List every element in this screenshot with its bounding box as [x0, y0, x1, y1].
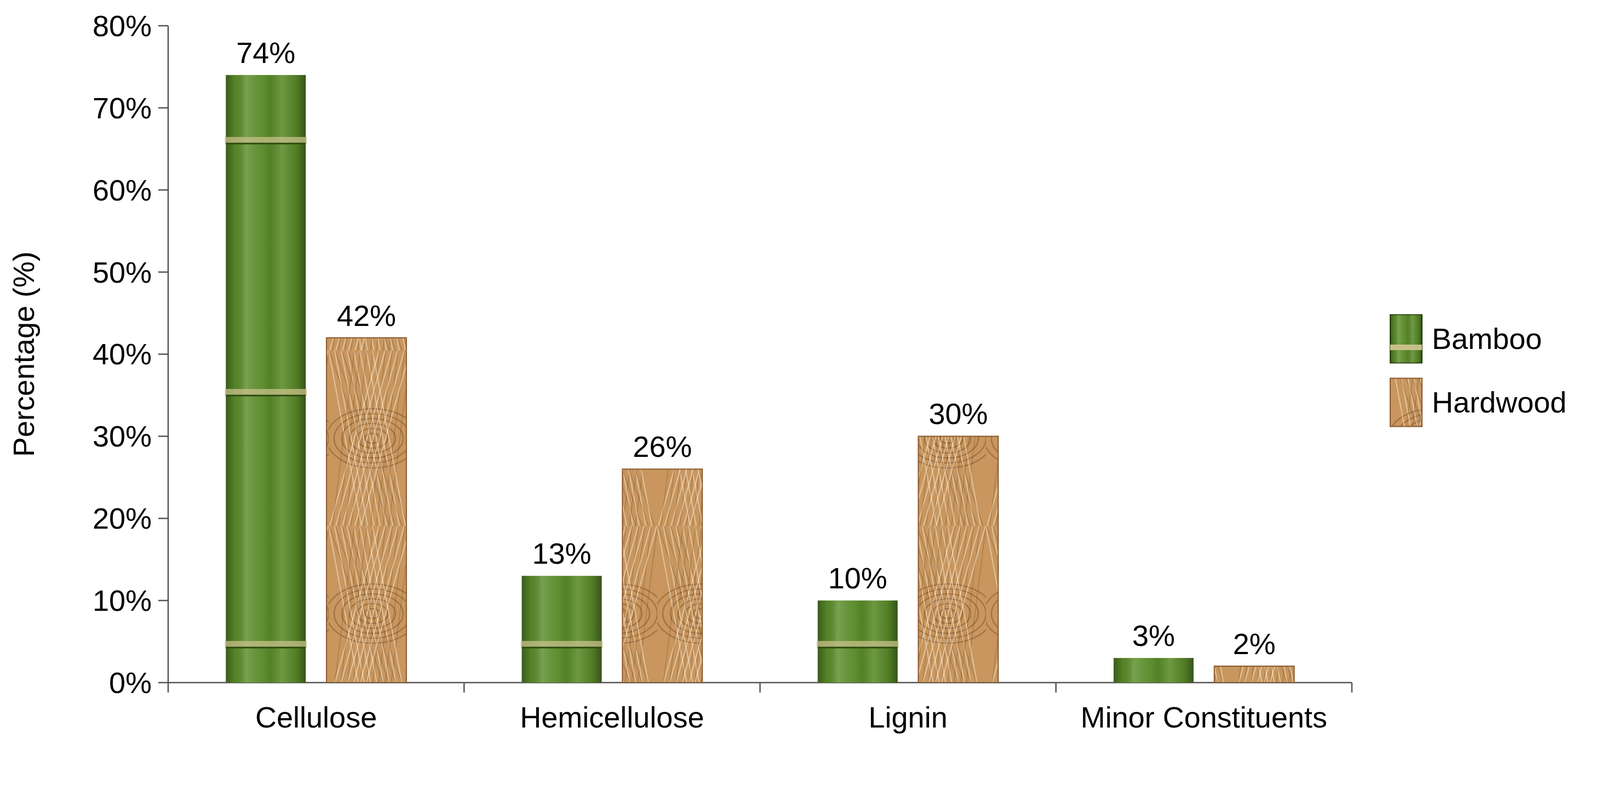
y-tick	[158, 189, 169, 192]
y-tick-label: 50%	[92, 255, 152, 289]
bar	[622, 468, 703, 683]
data-label: 42%	[336, 299, 397, 332]
data-label: 2%	[1233, 627, 1276, 661]
data-label: 13%	[531, 536, 592, 570]
bar	[326, 337, 407, 683]
x-tick	[463, 682, 466, 693]
y-tick	[158, 517, 169, 520]
bar-shade	[225, 75, 306, 683]
y-tick	[158, 435, 169, 438]
legend-swatch	[1390, 378, 1422, 427]
legend-node	[1390, 344, 1422, 351]
y-axis-title: Percentage (%)	[7, 251, 40, 457]
data-label: 74%	[236, 36, 296, 70]
y-tick-label: 0%	[109, 666, 152, 699]
x-tick-label: Lignin	[868, 700, 948, 734]
bamboo-node-line	[225, 394, 306, 397]
bar	[225, 75, 306, 683]
y-tick-label: 40%	[92, 337, 152, 371]
y-tick	[158, 681, 169, 684]
y-tick	[158, 271, 169, 273]
bar	[1214, 666, 1295, 683]
bamboo-node	[224, 388, 307, 396]
y-tick-label: 20%	[92, 501, 152, 535]
y-tick	[158, 353, 169, 355]
y-tick-label: 30%	[92, 419, 152, 453]
bamboo-node	[816, 640, 899, 648]
legend-shade	[1390, 314, 1422, 364]
bamboo-node-line	[225, 142, 306, 145]
bar-shade	[1113, 657, 1194, 683]
x-tick	[167, 682, 170, 693]
y-tick-label: 60%	[92, 173, 152, 207]
bamboo-node-line	[225, 646, 306, 649]
y-tick-label: 70%	[92, 91, 152, 125]
data-labels: 74% 13% 10% 3% 42% 26% 30% 2%	[236, 36, 1276, 661]
x-tick	[1351, 682, 1353, 693]
bamboo-node	[520, 640, 604, 648]
x-tick	[1055, 682, 1058, 693]
data-label: 10%	[828, 561, 888, 595]
bamboo-node-line	[817, 646, 898, 649]
x-tick-label: Minor Constituents	[1080, 700, 1328, 734]
bars	[224, 75, 1294, 683]
y-tick	[158, 107, 169, 110]
legend-label: Hardwood	[1431, 385, 1567, 419]
x-tick-label: Hemicellulose	[519, 700, 704, 734]
bamboo-node	[224, 640, 307, 648]
bar	[1113, 657, 1194, 683]
y-tick	[158, 599, 169, 602]
y-tick-label: 10%	[92, 583, 152, 617]
y-tick-label: 80%	[92, 9, 152, 43]
legend: Bamboo Hardwood	[1390, 314, 1567, 427]
legend-label: Bamboo	[1431, 322, 1542, 355]
bar	[918, 436, 999, 683]
y-tick	[158, 25, 169, 27]
data-label: 30%	[928, 397, 988, 430]
bar-shade	[522, 575, 602, 683]
bamboo-node	[224, 136, 307, 144]
data-label: 26%	[632, 429, 692, 463]
data-label: 3%	[1132, 618, 1175, 652]
x-tick	[759, 682, 761, 693]
chart: Percentage (%) 0% 10% 20% 30% 40% 50% 60% 70% 80%…	[0, 0, 1600, 796]
bar	[522, 575, 602, 683]
bamboo-node-line	[522, 646, 602, 649]
legend-swatch	[1390, 314, 1422, 364]
x-tick-label: Cellulose	[255, 700, 377, 734]
